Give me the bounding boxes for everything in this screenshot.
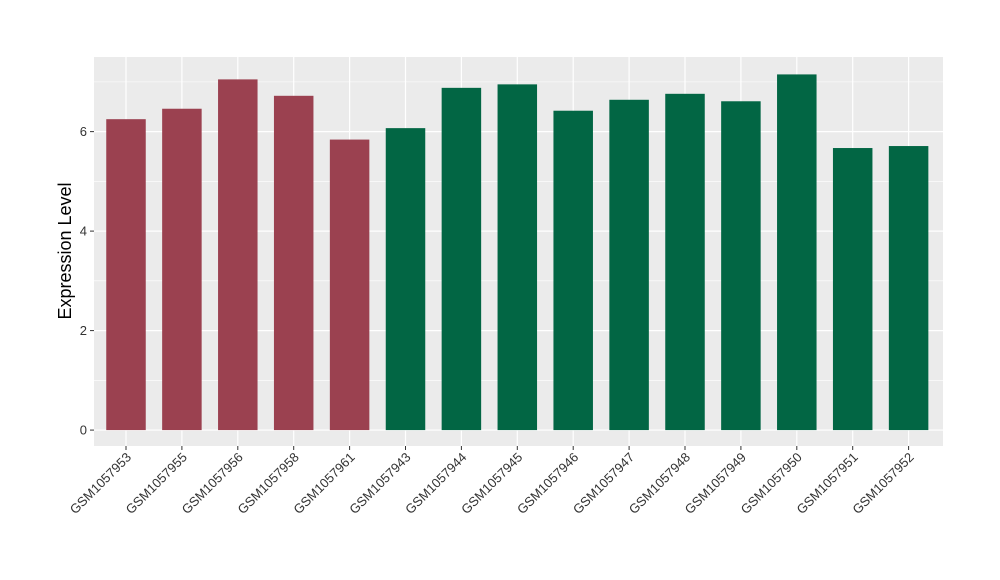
bar [273,95,314,431]
bar [888,146,929,431]
y-tick-label: 6 [80,124,87,139]
bars [106,74,929,431]
bar [609,99,649,431]
x-axis: GSM1057953GSM1057955GSM1057956GSM1057958… [67,446,917,517]
bar [553,110,593,431]
bar [329,139,370,431]
bar [497,84,538,431]
bar [162,108,202,431]
y-tick-label: 4 [80,224,87,239]
bar [665,93,705,431]
y-axis: 0 2 4 6 [80,124,94,438]
y-tick-label: 0 [80,423,87,438]
y-axis-title: Expression Level [55,182,75,319]
bar [721,101,761,431]
bar [832,148,873,431]
bar [441,87,482,431]
bar [385,128,426,431]
bar [218,79,258,431]
bar [106,119,146,431]
y-tick-label: 2 [80,323,87,338]
bar [777,74,817,431]
